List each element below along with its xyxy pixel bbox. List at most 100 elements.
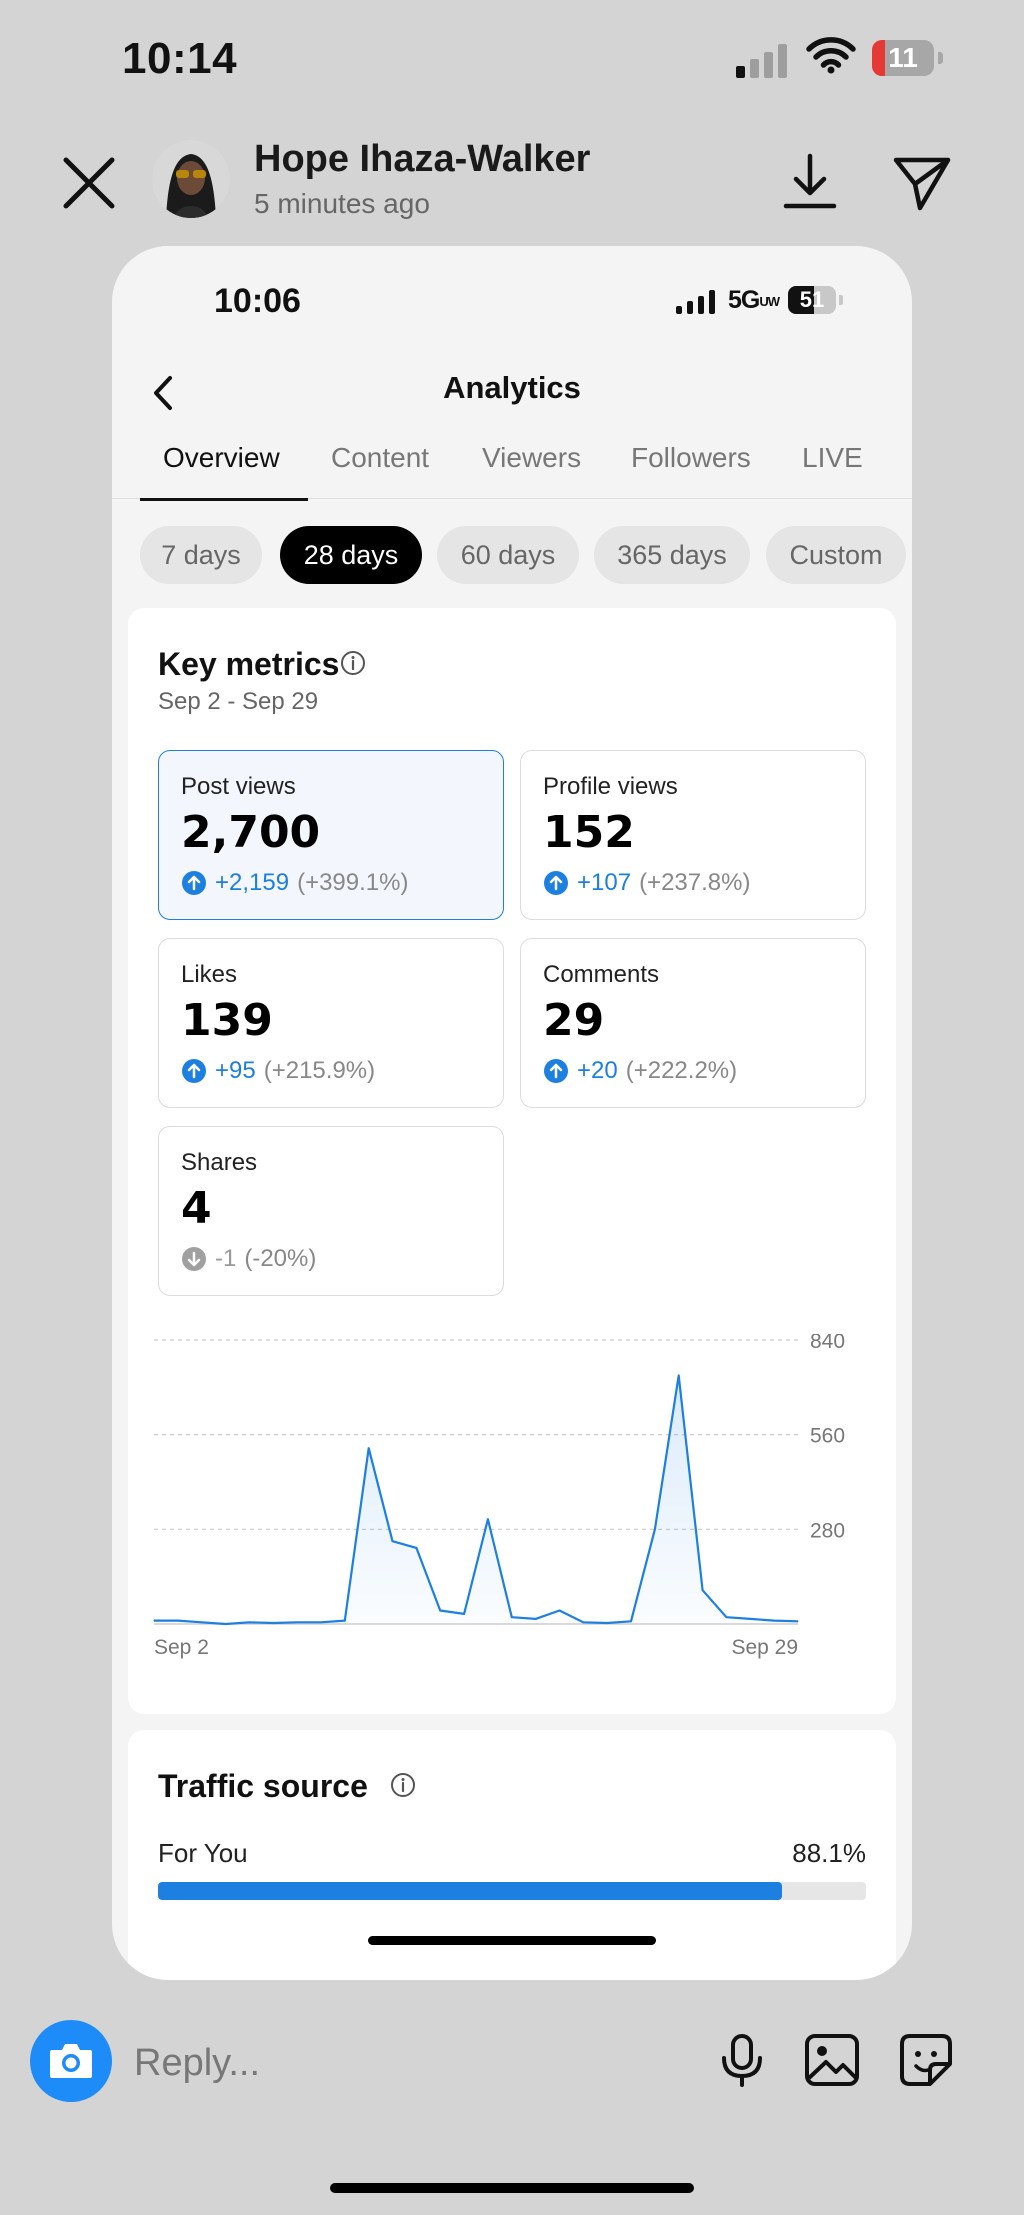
camera-button[interactable] <box>30 2020 112 2102</box>
tab-live[interactable]: LIVE <box>802 442 863 473</box>
screenshot-battery-tip <box>839 295 843 305</box>
arrow-up-circle-icon <box>544 1059 568 1083</box>
metric-value: 2,700 <box>181 807 321 858</box>
page-title: Analytics <box>443 370 581 405</box>
chart-data-point <box>773 1620 775 1622</box>
key-metrics-date-range: Sep 2 - Sep 29 <box>158 688 319 715</box>
chart-data-point <box>725 1616 727 1618</box>
metric-delta: -1 <box>215 1245 237 1272</box>
chart-y-tick-label: 840 <box>810 1334 845 1353</box>
chart-data-point <box>511 1616 513 1618</box>
key-metrics-card: Key metrics Sep 2 - Sep 29 Post views 2,… <box>128 608 896 1714</box>
chart-data-point <box>749 1618 751 1620</box>
avatar[interactable] <box>152 140 230 218</box>
chart-data-point <box>558 1609 560 1611</box>
metric-label: Likes <box>181 961 238 988</box>
chart-data-point <box>630 1620 632 1622</box>
metric-label: Post views <box>181 773 296 800</box>
wifi-icon <box>806 37 856 74</box>
metric-card-comments[interactable]: Comments 29 +20 (+222.2%) <box>520 938 866 1108</box>
chart-data-point <box>201 1621 203 1623</box>
post-views-line-chart: 280 560 840 Sep 2 Sep 29 <box>153 1334 845 1659</box>
metric-value: 139 <box>181 995 273 1046</box>
chart-data-point <box>678 1375 680 1376</box>
arrow-up-circle-icon <box>544 871 568 895</box>
reply-input[interactable] <box>132 2034 696 2092</box>
info-icon[interactable] <box>390 1772 416 1798</box>
chart-y-tick-label: 280 <box>810 1519 845 1542</box>
metric-delta: +20 <box>577 1057 618 1084</box>
screenshot-signal-icon <box>676 290 715 314</box>
key-metrics-title: Key metrics <box>158 646 340 682</box>
metric-change: +20 (+222.2%) <box>543 1057 737 1085</box>
metric-percent: (+222.2%) <box>625 1057 738 1084</box>
tab-overview[interactable]: Overview <box>163 442 280 473</box>
info-icon[interactable] <box>340 650 366 676</box>
chart-data-point <box>463 1613 465 1615</box>
range-chip-28-days[interactable]: 28 days <box>280 526 422 584</box>
microphone-icon[interactable] <box>712 2030 772 2090</box>
battery-icon: 11 <box>872 40 934 76</box>
metric-percent: (+399.1%) <box>297 869 409 896</box>
range-chip-7-days[interactable]: 7 days <box>140 526 262 584</box>
story-author-name[interactable]: Hope Ihaza-Walker <box>254 138 591 180</box>
send-icon[interactable] <box>888 148 956 216</box>
gallery-icon[interactable] <box>802 2030 862 2090</box>
chart-data-point <box>392 1540 394 1542</box>
metric-percent: (-20%) <box>244 1245 317 1272</box>
range-chip-custom[interactable]: Custom <box>766 526 906 584</box>
traffic-source-label: For You <box>158 1838 248 1868</box>
range-chip-365-days[interactable]: 365 days <box>594 526 750 584</box>
metric-card-post-views[interactable]: Post views 2,700 +2,159 (+399.1%) <box>158 750 504 920</box>
chart-x-label-end: Sep 29 <box>731 1636 798 1659</box>
metric-change: +2,159 (+399.1%) <box>181 869 408 897</box>
metric-delta: +107 <box>577 869 632 896</box>
chart-data-point <box>535 1618 537 1620</box>
close-icon[interactable] <box>58 152 120 214</box>
chart-data-point <box>177 1620 179 1622</box>
metric-change: -1 (-20%) <box>181 1245 316 1273</box>
avatar-image <box>152 140 230 218</box>
chart-area <box>154 1375 798 1624</box>
story-timestamp: 5 minutes ago <box>254 188 430 219</box>
tab-followers[interactable]: Followers <box>631 442 751 473</box>
metric-card-profile-views[interactable]: Profile views 152 +107 (+237.8%) <box>520 750 866 920</box>
chart-data-point <box>153 1620 155 1622</box>
chart-data-point <box>248 1621 250 1623</box>
chart-data-point <box>702 1589 704 1591</box>
chart-data-point <box>797 1620 799 1622</box>
tab-content[interactable]: Content <box>331 442 430 473</box>
story-screenshot-card: 10:06 5GUW 51 Analytics Overview Content… <box>112 246 912 1980</box>
metric-percent: (+237.8%) <box>639 869 751 896</box>
metric-change: +107 (+237.8%) <box>543 869 750 897</box>
chart-data-point <box>272 1622 274 1624</box>
metric-percent: (+215.9%) <box>263 1057 376 1084</box>
traffic-source-title: Traffic source <box>158 1768 368 1804</box>
chart-data-point <box>654 1528 656 1530</box>
chart-data-point <box>225 1623 227 1625</box>
chart-data-point <box>487 1518 489 1520</box>
screenshot-status-time: 10:06 <box>214 282 301 320</box>
tab-viewers[interactable]: Viewers <box>482 442 582 473</box>
battery-tip <box>938 52 943 64</box>
camera-icon <box>50 2044 92 2078</box>
chart-x-label-start: Sep 2 <box>154 1636 209 1659</box>
chart-y-tick-label: 560 <box>810 1425 845 1448</box>
metric-card-likes[interactable]: Likes 139 +95 (+215.9%) <box>158 938 504 1108</box>
range-chip-60-days[interactable]: 60 days <box>437 526 579 584</box>
download-icon[interactable] <box>776 148 844 216</box>
chart-series-line <box>154 1374 799 1626</box>
metric-label: Profile views <box>543 773 678 800</box>
sticker-icon[interactable] <box>896 2030 956 2090</box>
chart-data-point <box>368 1447 370 1449</box>
chart-data-point <box>606 1622 608 1624</box>
chart-data-point <box>344 1620 346 1622</box>
metric-card-shares[interactable]: Shares 4 -1 (-20%) <box>158 1126 504 1296</box>
metric-change: +95 (+215.9%) <box>181 1057 375 1085</box>
chart-data-point <box>415 1547 417 1549</box>
metric-label: Comments <box>543 961 660 988</box>
cellular-signal-icon <box>736 44 787 78</box>
arrow-up-circle-icon <box>182 871 206 895</box>
back-chevron-icon[interactable] <box>138 368 188 418</box>
screenshot-home-indicator <box>368 1936 656 1945</box>
